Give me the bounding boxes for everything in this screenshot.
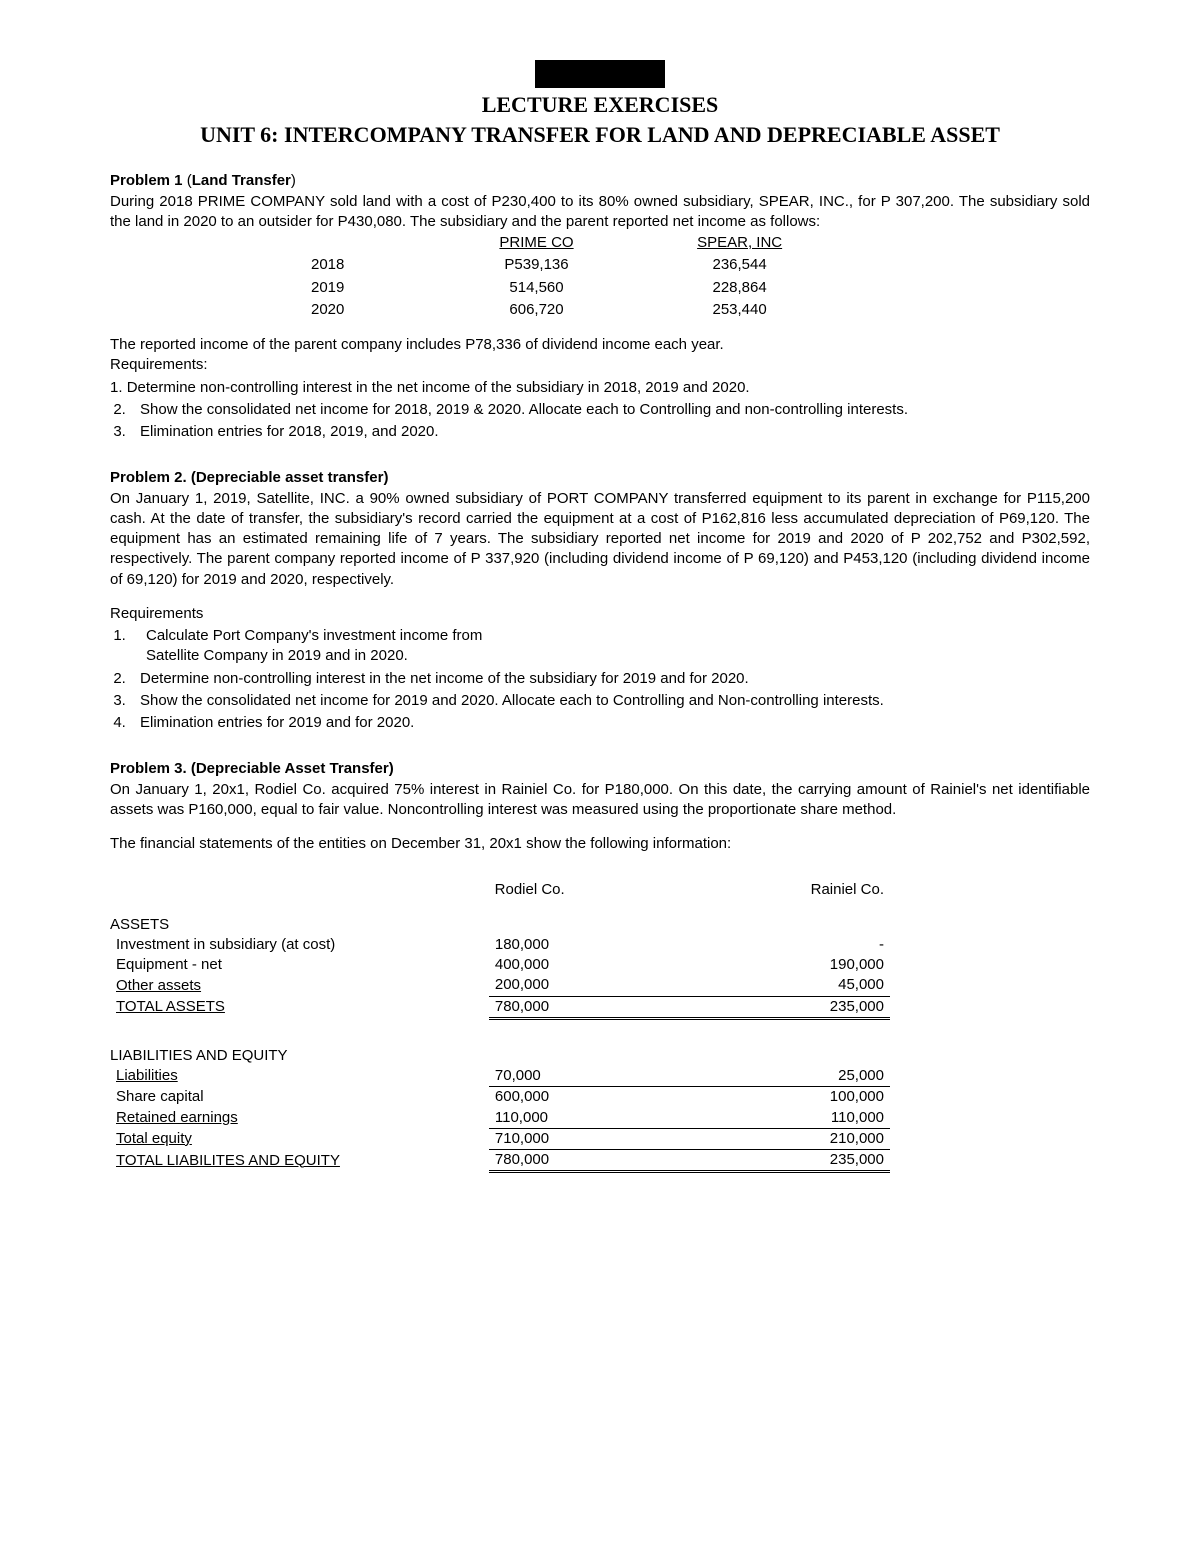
list-item: Determine non-controlling interest in th… [130,669,1090,689]
p1-requirements: Determine non-controlling interest in th… [110,378,1090,443]
p2-para: On January 1, 2019, Satellite, INC. a 90… [110,489,1090,590]
p1-col-prime: PRIME CO [424,232,649,254]
p3-liab-table: Liabilities70,00025,000 Share capital600… [110,1066,890,1173]
table-row: 2019514,560228,864 [310,277,830,299]
p2-requirements: Calculate Port Company's investment inco… [110,626,1090,733]
table-row: Equipment - net400,000190,000 [110,955,890,975]
p1-para2: The reported income of the parent compan… [110,335,1090,355]
p2-req1-line1: Calculate Port Company's investment inco… [146,627,482,644]
list-item: Show the consolidated net income for 201… [130,400,1090,420]
table-row: Liabilities70,00025,000 [110,1066,890,1087]
p2-req-label: Requirements [110,604,1090,624]
p1-heading-paren: ( [183,172,192,189]
p3-heading: Problem 3. (Depreciable Asset Transfer) [110,759,1090,779]
p1-heading: Problem 1 (Land Transfer) [110,171,1090,191]
p1-heading-close: ) [291,172,296,189]
p1-req-label: Requirements: [110,355,1090,375]
p3-col-rodiel: Rodiel Co. [489,880,700,900]
p3-liab-label: LIABILITIES AND EQUITY [110,1046,1090,1066]
list-item: Elimination entries for 2018, 2019, and … [130,422,1090,442]
p3-assets-table: Investment in subsidiary (at cost)180,00… [110,935,890,1020]
p1-para: During 2018 PRIME COMPANY sold land with… [110,192,1090,233]
table-row: Retained earnings110,000110,000 [110,1108,890,1129]
p1-heading-sub: Land Transfer [192,172,291,189]
p3-fin-header: Rodiel Co. Rainiel Co. [110,880,890,900]
title-2: UNIT 6: INTERCOMPANY TRANSFER FOR LAND A… [110,120,1090,150]
p1-income-table: PRIME CO SPEAR, INC 2018P539,136236,544 … [310,232,830,321]
p1-heading-num: Problem 1 [110,172,183,189]
p3-para1: On January 1, 20x1, Rodiel Co. acquired … [110,780,1090,821]
table-row: Total equity710,000210,000 [110,1128,890,1149]
table-row: Share capital600,000100,000 [110,1087,890,1108]
list-item: Show the consolidated net income for 201… [130,691,1090,711]
list-item: Calculate Port Company's investment inco… [130,626,1090,667]
list-item: Determine non-controlling interest in th… [110,378,1090,398]
table-row: 2018P539,136236,544 [310,254,830,276]
table-row: 2020606,720253,440 [310,299,830,321]
p2-req1-line2: Satellite Company in 2019 and in 2020. [146,647,408,664]
p2-heading: Problem 2. (Depreciable asset transfer) [110,468,1090,488]
table-row: TOTAL LIABILITES AND EQUITY780,000235,00… [110,1150,890,1172]
title-1: LECTURE EXERCISES [110,90,1090,120]
table-row: Investment in subsidiary (at cost)180,00… [110,935,890,955]
table-row: Other assets200,00045,000 [110,975,890,996]
table-row: TOTAL ASSETS780,000235,000 [110,996,890,1018]
p3-col-rainiel: Rainiel Co. [699,880,890,900]
p3-assets-label: ASSETS [110,915,1090,935]
redaction-box [535,60,665,88]
list-item: Elimination entries for 2019 and for 202… [130,713,1090,733]
p3-para2: The financial statements of the entities… [110,834,1090,854]
p1-col-spear: SPEAR, INC [649,232,830,254]
